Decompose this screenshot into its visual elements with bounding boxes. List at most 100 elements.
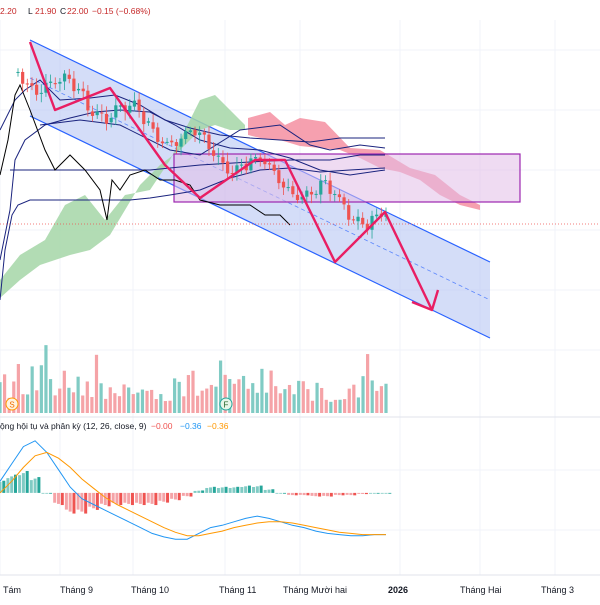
- macd-histogram-bar: [95, 492, 99, 510]
- volume-bar: [283, 389, 287, 413]
- volume-bar: [366, 354, 370, 413]
- macd-histogram-bar: [263, 489, 267, 493]
- volume-bar: [182, 396, 186, 413]
- macd-histogram-bar: [197, 490, 201, 493]
- volume-bar: [223, 374, 227, 413]
- volume-bar: [140, 389, 145, 413]
- candle-body: [104, 113, 109, 124]
- macd-histogram-bar: [271, 489, 275, 493]
- ichimoku-line: [0, 109, 386, 261]
- macd-histogram-bar: [287, 492, 291, 495]
- candle-body: [351, 219, 355, 221]
- volume-bar: [0, 382, 2, 413]
- macd-histogram-bar: [201, 490, 205, 493]
- volume-bar: [352, 384, 356, 413]
- volume-bar: [67, 387, 71, 413]
- candle-body: [100, 112, 104, 114]
- candle-body: [281, 181, 286, 188]
- volume-bar: [338, 399, 342, 413]
- volume-bar: [356, 397, 361, 413]
- macd-histogram-bar: [357, 492, 361, 494]
- volume-bar: [136, 392, 140, 413]
- volume-bar: [94, 354, 99, 413]
- x-tick-label: Tháng 10: [131, 585, 169, 595]
- candle-body: [202, 132, 206, 135]
- candle-body: [249, 158, 253, 171]
- lagging-span: [0, 83, 291, 226]
- macd-histogram-bar: [99, 492, 103, 504]
- candle-body: [72, 78, 76, 92]
- macd-histogram-bar: [33, 478, 37, 493]
- macd-histogram-bar: [189, 492, 193, 497]
- candle-body: [179, 138, 183, 147]
- candle-body: [370, 215, 374, 230]
- x-tick-label: Tháng 11: [219, 585, 256, 595]
- macd-title: ộng hội tụ và phân kỳ (12, 26, close, 9): [0, 421, 147, 431]
- macd-histogram-bar: [181, 492, 185, 496]
- volume-bar: [384, 383, 388, 413]
- macd-histogram-bar: [380, 492, 384, 494]
- event-marker-f[interactable]: F: [219, 397, 233, 411]
- macd-histogram-bar: [298, 492, 302, 495]
- macd-histogram-bar: [294, 492, 298, 496]
- candle-body: [151, 122, 155, 129]
- macd-value: −0.36: [180, 421, 202, 431]
- candle-body: [272, 164, 276, 171]
- candle-body: [30, 83, 34, 86]
- volume-bars: [0, 345, 388, 413]
- volume-bar: [99, 383, 103, 413]
- macd-histogram-bar: [216, 487, 220, 493]
- macd-histogram-bar: [49, 492, 53, 494]
- volume-bar: [39, 365, 43, 413]
- candle-body: [21, 71, 25, 84]
- macd-histogram-bar: [384, 492, 388, 494]
- macd-histogram-bar: [166, 492, 170, 503]
- macd-histogram-bar: [103, 492, 107, 505]
- candle-body: [342, 197, 346, 205]
- candle-body: [291, 186, 295, 195]
- volume-bar: [145, 390, 149, 413]
- macd-histogram-bar: [123, 492, 127, 503]
- volume-bar: [117, 396, 122, 413]
- macd-histogram-bar: [259, 485, 263, 493]
- macd-histogram-bar: [310, 492, 314, 496]
- projection-arrowhead: [411, 289, 440, 312]
- macd-histogram-bar: [111, 492, 115, 503]
- volume-bar: [361, 376, 365, 413]
- macd-histogram-bar: [177, 492, 181, 501]
- macd-histogram-bar: [135, 492, 139, 503]
- event-s-label: S: [9, 401, 14, 410]
- signal-line: [0, 451, 386, 537]
- macd-histogram: [0, 471, 392, 514]
- macd-histogram-bar: [0, 481, 2, 493]
- event-marker-s[interactable]: S: [5, 397, 19, 411]
- candle-body: [90, 111, 95, 116]
- macd-histogram-bar: [244, 486, 248, 493]
- macd-histogram-bar: [173, 492, 177, 500]
- candle-body: [286, 187, 290, 189]
- candle-body: [114, 105, 118, 118]
- macd-histogram-bar: [21, 473, 25, 493]
- volume-bar: [154, 399, 158, 413]
- candle-body: [132, 100, 137, 107]
- macd-histogram-bar: [209, 487, 213, 493]
- volume-bar: [131, 394, 135, 413]
- ichimoku-line: [0, 167, 386, 301]
- macd-histogram-bar: [318, 492, 322, 497]
- macd-histogram-bar: [193, 490, 197, 493]
- candle-body: [170, 140, 174, 143]
- volume-bar: [241, 375, 246, 413]
- macd-histogram-bar: [150, 492, 154, 504]
- candle-body: [258, 157, 262, 160]
- volume-bar: [260, 368, 264, 413]
- volume-bar: [200, 390, 204, 413]
- macd-histogram-bar: [314, 492, 318, 497]
- projection-path: [28, 41, 434, 311]
- volume-bar: [218, 360, 223, 413]
- volume-bar: [246, 388, 250, 413]
- candle-body: [365, 223, 369, 231]
- x-tick-label: Tháng Mười hai: [283, 585, 347, 595]
- volume-bar: [310, 400, 315, 413]
